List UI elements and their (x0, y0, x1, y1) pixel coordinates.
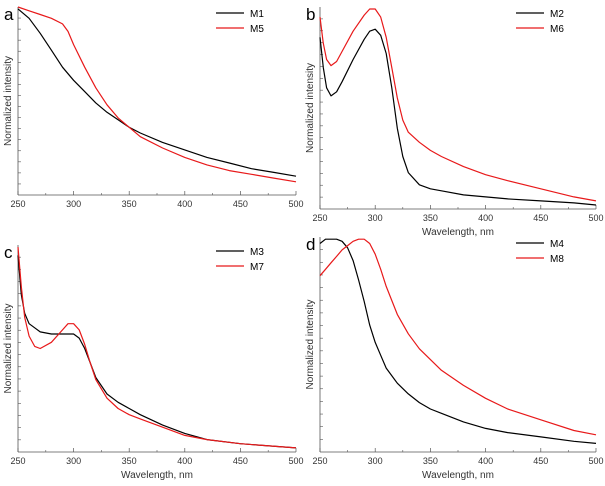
series-line-m6 (319, 8, 597, 202)
panel-a: 250 300 350 400 450 500 Normalized intensity a M… (3, 5, 304, 209)
x-tick-label: 300 (66, 456, 81, 466)
panel-letter: d (306, 235, 315, 254)
legend-label-m3: M3 (250, 247, 264, 258)
x-tick-label: 250 (10, 456, 25, 466)
x-axis-label: Wavelength, nm (121, 470, 193, 481)
x-tick-label: 450 (533, 213, 548, 223)
x-tick-label: 250 (312, 213, 327, 223)
x-axis-label: Wavelength, nm (422, 227, 494, 238)
x-tick-label: 300 (368, 456, 383, 466)
y-axis-label: Normalized intensity (3, 303, 14, 393)
x-tick-label: 300 (66, 199, 81, 209)
series-line-m2 (319, 28, 597, 206)
x-tick-label: 500 (588, 213, 603, 223)
panel-letter: a (4, 5, 14, 24)
series-line-m1 (17, 8, 297, 177)
y-axis-label: Normalized intensity (3, 56, 14, 146)
x-tick-label: 350 (423, 456, 438, 466)
y-axis-label: Normalized intensity (305, 63, 316, 153)
x-tick-label: 400 (478, 456, 493, 466)
series-line-m8 (319, 238, 597, 436)
legend-label-m8: M8 (550, 254, 564, 265)
x-tick-label: 300 (368, 213, 383, 223)
series-line-m7 (17, 247, 297, 449)
y-axis-label: Normalized intensity (305, 299, 316, 389)
legend-label-m1: M1 (250, 9, 264, 20)
x-tick-label: 500 (288, 456, 303, 466)
legend-label-m6: M6 (550, 24, 564, 35)
legend-label-m5: M5 (250, 24, 264, 35)
panel-letter: c (4, 243, 13, 262)
x-tick-label: 250 (312, 456, 327, 466)
panel-d: 250 300 350 400 450 500 Wavelength, nm Normaliz… (305, 235, 604, 481)
x-tick-label: 450 (533, 456, 548, 466)
x-tick-label: 450 (233, 456, 248, 466)
x-tick-label: 400 (177, 456, 192, 466)
x-tick-label: 500 (288, 199, 303, 209)
x-tick-label: 350 (423, 213, 438, 223)
x-tick-label: 350 (122, 199, 137, 209)
x-tick-label: 350 (122, 456, 137, 466)
series-line-m3 (17, 255, 297, 449)
x-tick-label: 500 (588, 456, 603, 466)
x-axis-label: Wavelength, nm (422, 470, 494, 481)
panel-letter: b (306, 5, 315, 24)
x-tick-label: 250 (10, 199, 25, 209)
x-tick-label: 400 (177, 199, 192, 209)
legend-label-m4: M4 (550, 239, 564, 250)
legend-label-m7: M7 (250, 262, 264, 273)
series-line-m5 (17, 6, 297, 183)
series-line-m4 (319, 238, 597, 444)
x-tick-label: 400 (478, 213, 493, 223)
panel-c: 250 300 350 400 450 500 Wavelength, nm Normaliz… (3, 243, 304, 481)
x-tick-label: 450 (233, 199, 248, 209)
panel-b: 250 300 350 400 450 500 Wavelength, nm Normaliz… (305, 5, 604, 238)
legend-label-m2: M2 (550, 9, 564, 20)
